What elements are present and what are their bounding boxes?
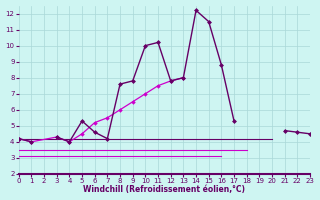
X-axis label: Windchill (Refroidissement éolien,°C): Windchill (Refroidissement éolien,°C) — [84, 185, 245, 194]
